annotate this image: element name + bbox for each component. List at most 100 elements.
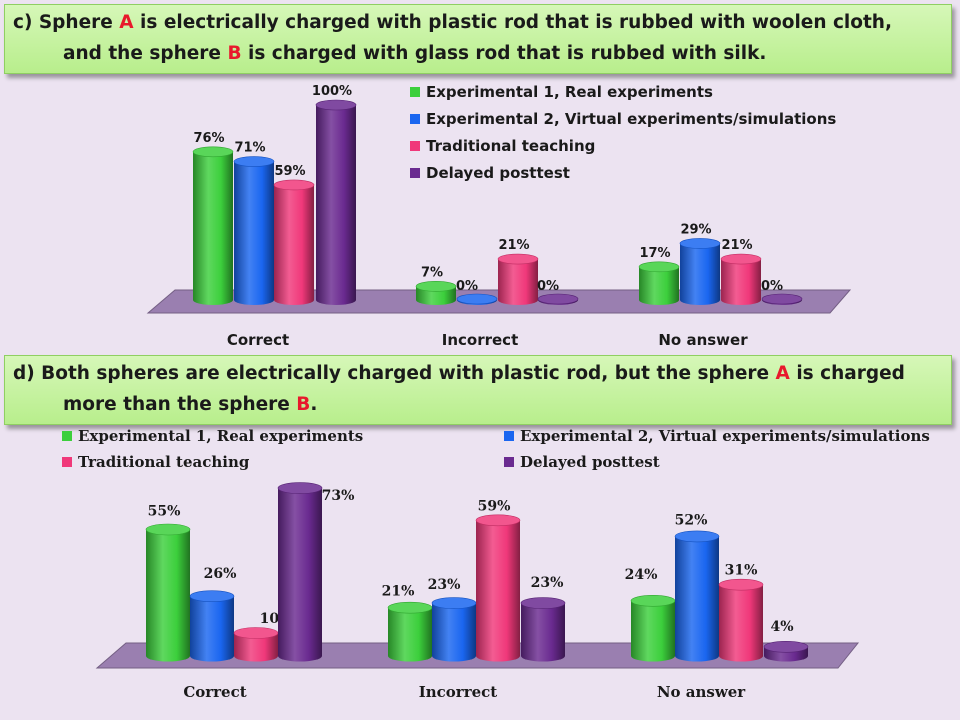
legend-label: Experimental 1, Real experiments <box>426 83 713 101</box>
bar: 4% <box>763 619 809 662</box>
bar-top <box>273 179 315 191</box>
bar: 17% <box>638 246 680 305</box>
legend-swatch <box>504 457 514 467</box>
legend-swatch <box>62 457 72 467</box>
data-label: 0% <box>761 279 783 294</box>
question-d-box: d) Both spheres are electrically charged… <box>4 355 952 425</box>
legend-label: Traditional teaching <box>426 137 595 155</box>
bar-body <box>639 266 679 305</box>
bar: 0% <box>537 279 579 305</box>
bar-top <box>679 238 721 249</box>
data-label: 0% <box>456 279 478 294</box>
bar-body <box>476 520 520 662</box>
data-label: 21% <box>382 584 415 600</box>
bar-body <box>521 603 565 662</box>
bar: 23% <box>428 577 477 662</box>
bar-top <box>520 597 566 609</box>
data-label: 4% <box>770 619 793 635</box>
question-d-line2: more than the sphere B. <box>63 394 318 415</box>
bar-top <box>674 530 720 543</box>
data-label: 21% <box>498 238 529 253</box>
data-label: 26% <box>204 566 237 582</box>
bar-body <box>234 633 278 662</box>
chart-1: Experimental 1, Real experiments Experime… <box>146 83 852 349</box>
bar-body <box>680 243 720 305</box>
bar-top <box>537 293 579 305</box>
sphere-a-label: A <box>775 363 790 384</box>
data-label: 24% <box>625 567 658 583</box>
bar-top <box>277 482 323 494</box>
bar-top <box>763 640 809 653</box>
data-label: 0% <box>537 279 559 294</box>
bar: 0% <box>761 279 803 305</box>
data-label: 23% <box>428 577 461 593</box>
bar-body <box>721 259 761 305</box>
legend-swatch <box>410 87 420 97</box>
bar: 73% <box>277 482 354 662</box>
bar-top <box>475 514 521 527</box>
bar-body <box>416 286 456 305</box>
category-label: Correct <box>227 331 289 349</box>
bar: 52% <box>674 512 720 662</box>
bar: 76% <box>192 131 234 305</box>
bar: 29% <box>679 222 721 305</box>
legend-swatch <box>504 431 514 441</box>
bar-top <box>456 293 498 305</box>
bar-body <box>274 184 314 305</box>
sphere-b-label: B <box>296 394 311 415</box>
sphere-a-label: A <box>119 12 134 33</box>
bar-body <box>278 488 322 662</box>
data-label: 55% <box>148 504 181 520</box>
bar-top <box>233 156 275 167</box>
bar-body <box>190 596 234 662</box>
bar-top <box>720 253 762 265</box>
bar-body <box>193 151 233 305</box>
bar: 23% <box>520 575 566 662</box>
bar-top <box>431 597 477 609</box>
bar-top <box>145 523 191 536</box>
bar-body <box>388 607 432 662</box>
bar-top <box>415 281 457 292</box>
bar-top <box>630 594 676 607</box>
data-label: 76% <box>193 131 224 146</box>
bar: 71% <box>233 141 275 305</box>
data-label: 21% <box>721 238 752 253</box>
bar-top <box>761 293 803 305</box>
bar: 21% <box>720 238 762 305</box>
category-label: Correct <box>183 683 246 701</box>
legend-label: Delayed posttest <box>426 164 570 182</box>
category-label: No answer <box>658 331 748 349</box>
data-label: 29% <box>680 222 711 237</box>
legend-swatch <box>410 141 420 151</box>
bar: 31% <box>718 563 764 662</box>
bar: 0% <box>456 279 498 305</box>
data-label: 52% <box>675 512 708 528</box>
bar-body <box>234 161 274 305</box>
bar: 21% <box>497 238 539 305</box>
bar-body <box>432 603 476 662</box>
legend-swatch <box>62 431 72 441</box>
bar-body <box>675 536 719 662</box>
data-label: 23% <box>531 575 564 591</box>
data-label: 31% <box>725 563 758 579</box>
data-label: 59% <box>478 498 511 514</box>
bar-top <box>718 578 764 591</box>
legend-label: Delayed posttest <box>520 453 660 471</box>
legend-label: Experimental 2, Virtual experiments/simu… <box>426 110 836 128</box>
bar-body <box>719 584 763 662</box>
bar: 21% <box>382 584 433 662</box>
bar-top <box>189 590 235 603</box>
sphere-b-label: B <box>227 43 242 64</box>
data-label: 59% <box>274 164 305 179</box>
question-d-line1: d) Both spheres are electrically charged… <box>13 363 905 384</box>
legend-swatch <box>410 114 420 124</box>
bar-body <box>146 529 190 662</box>
bar: 24% <box>625 567 676 662</box>
question-c-line1: c) Sphere A is electrically charged with… <box>13 12 893 33</box>
bar: 59% <box>273 164 315 305</box>
bar-top <box>497 253 539 265</box>
data-label: 7% <box>421 265 443 280</box>
bar: 55% <box>145 504 191 662</box>
bar-top <box>638 261 680 273</box>
